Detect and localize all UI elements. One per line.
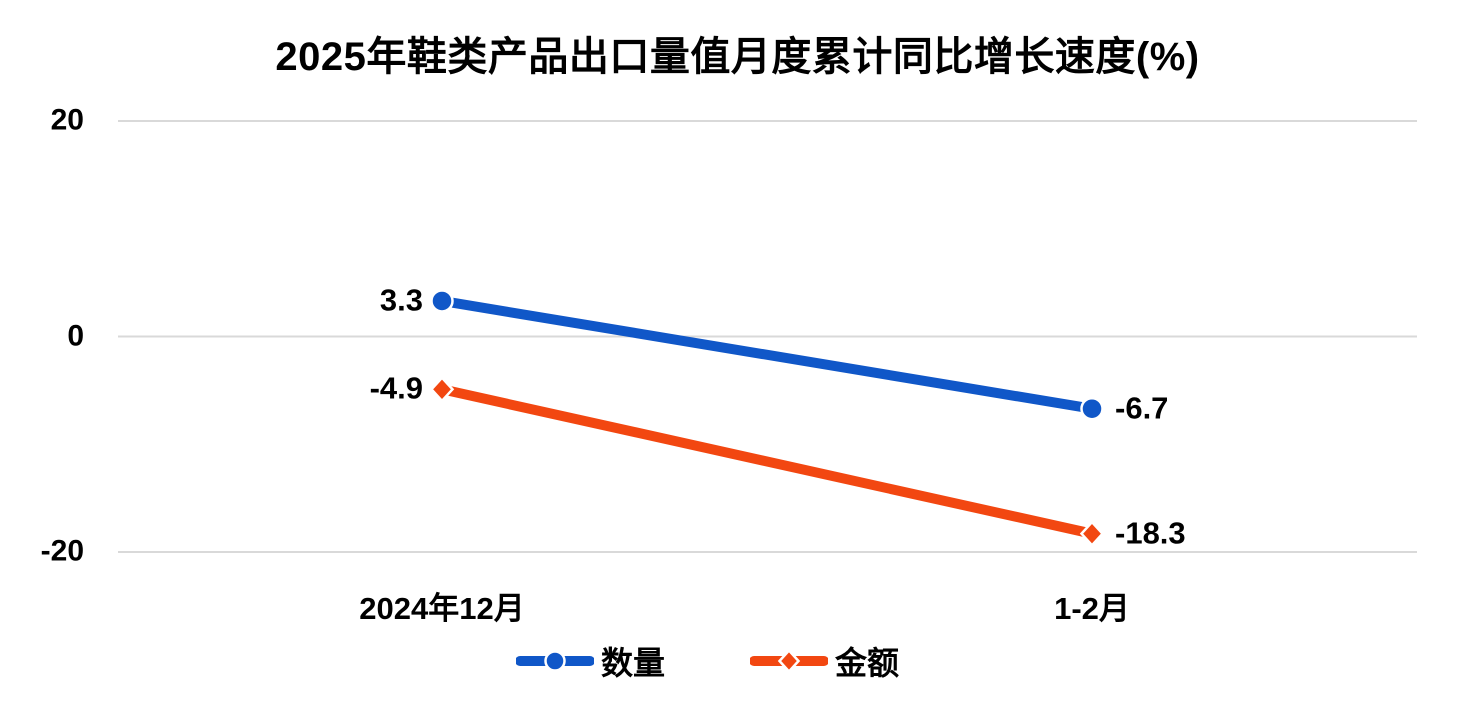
legend: 数量 金额 <box>0 638 1445 684</box>
data-label-amount-dec: -4.9 <box>369 370 423 406</box>
x-axis-category-label: 1-2月 <box>1054 591 1130 626</box>
legend-item-amount: 金额 <box>750 638 899 684</box>
y-axis-tick-label: 20 <box>50 103 84 137</box>
quantity-line-circle-marker-icon <box>515 650 594 672</box>
legend-item-quantity: 数量 <box>515 638 665 684</box>
data-label-quantity-janfeb: -6.7 <box>1115 389 1169 425</box>
data-label-quantity-dec: 3.3 <box>379 282 423 318</box>
amount-line-diamond-marker-icon <box>750 648 828 674</box>
data-label-amount-janfeb: -18.3 <box>1115 514 1186 550</box>
chart-title: 2025年鞋类产品出口量值月度累计同比增长速度(%) <box>275 35 1200 79</box>
legend-label-quantity: 数量 <box>600 645 665 681</box>
y-axis-tick-label: 0 <box>67 318 84 352</box>
y-axis-tick-label: -20 <box>40 534 84 568</box>
legend-label-amount: 金额 <box>835 645 900 681</box>
x-axis-category-label: 2024年12月 <box>359 591 525 626</box>
